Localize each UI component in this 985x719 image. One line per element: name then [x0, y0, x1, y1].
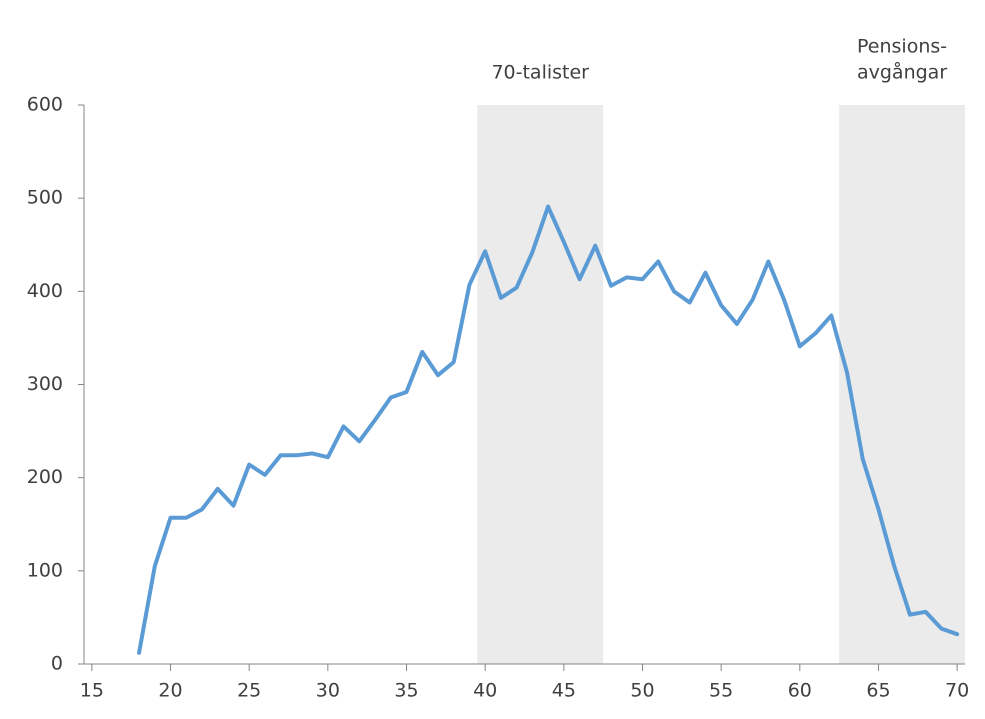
x-tick-label: 15 [80, 680, 104, 702]
x-tick-label: 70 [945, 680, 969, 702]
shaded-band [839, 105, 965, 664]
x-tick-label: 35 [394, 680, 418, 702]
x-tick-label: 30 [316, 680, 340, 702]
x-tick-label: 55 [709, 680, 733, 702]
y-tick-label: 400 [27, 280, 63, 302]
x-tick-label: 60 [788, 680, 812, 702]
x-tick-label: 40 [473, 680, 497, 702]
x-tick-label: 45 [552, 680, 576, 702]
y-tick-label: 0 [51, 653, 63, 675]
y-tick-label: 600 [27, 94, 63, 116]
band-label: 70-talister [491, 62, 589, 84]
x-tick-label: 20 [158, 680, 182, 702]
band-label: Pensions- [857, 36, 947, 58]
y-tick-label: 100 [27, 559, 63, 581]
shaded-band [477, 105, 604, 664]
x-tick-label: 50 [630, 680, 654, 702]
y-tick-label: 500 [27, 187, 63, 209]
x-tick-label: 25 [237, 680, 261, 702]
band-label: avgångar [857, 61, 947, 84]
y-tick-label: 200 [27, 466, 63, 488]
x-tick-label: 65 [866, 680, 890, 702]
data-line [137, 204, 960, 655]
y-tick-label: 300 [27, 373, 63, 395]
